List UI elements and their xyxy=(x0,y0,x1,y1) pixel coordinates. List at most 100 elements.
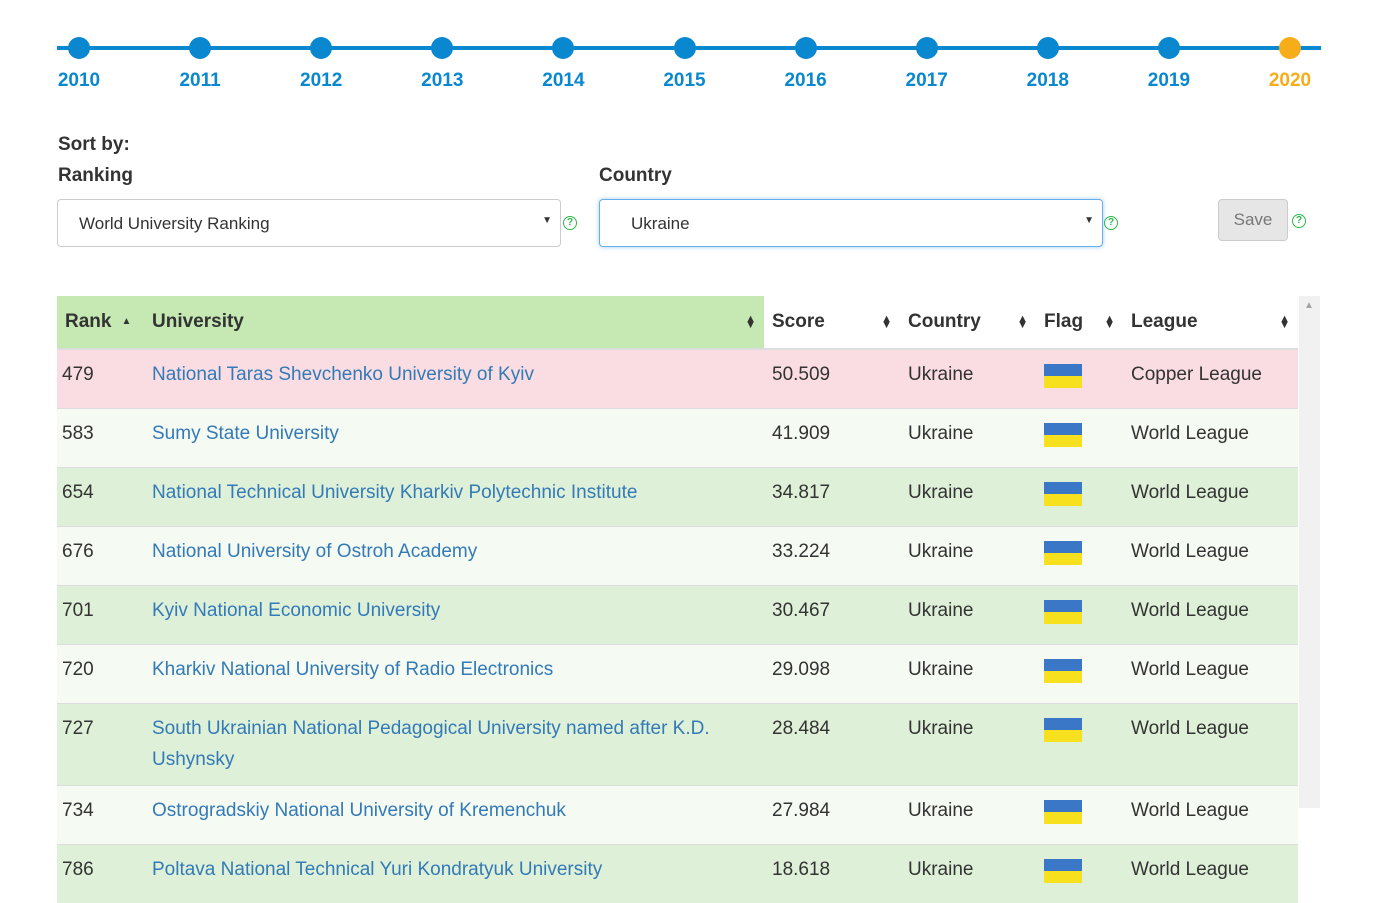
flag-cell xyxy=(1036,349,1123,409)
timeline-year-label: 2019 xyxy=(1139,70,1199,92)
timeline-dot xyxy=(916,37,938,59)
timeline-year-2016[interactable]: 2016 xyxy=(776,34,836,92)
timeline-dot xyxy=(189,37,211,59)
university-link[interactable]: Kyiv National Economic University xyxy=(152,600,440,621)
university-link[interactable]: National Technical University Kharkiv Po… xyxy=(152,482,637,503)
ranking-table-container: Rank ▲ University ▲▼ Score▲▼ Country▲▼ Fla… xyxy=(57,296,1298,903)
university-cell: National University of Ostroh Academy xyxy=(144,527,764,586)
country-cell: Ukraine xyxy=(900,527,1036,586)
flag-cell xyxy=(1036,527,1123,586)
table-row: 786 Poltava National Technical Yuri Kondr… xyxy=(57,845,1298,903)
country-label: Country xyxy=(599,165,672,187)
timeline-year-label: 2012 xyxy=(291,70,351,92)
university-link[interactable]: South Ukrainian National Pedagogical Uni… xyxy=(152,718,710,770)
timeline-year-label: 2014 xyxy=(533,70,593,92)
rank-cell: 786 xyxy=(57,845,144,903)
country-cell: Ukraine xyxy=(900,586,1036,645)
university-link[interactable]: Sumy State University xyxy=(152,423,339,444)
save-help-icon[interactable]: ? xyxy=(1292,214,1306,228)
flag-cell xyxy=(1036,786,1123,845)
timeline-year-2020[interactable]: 2020 xyxy=(1260,34,1320,92)
ranking-select-value: World University Ranking xyxy=(79,214,270,234)
timeline-year-2017[interactable]: 2017 xyxy=(897,34,957,92)
timeline-year-label: 2018 xyxy=(1018,70,1078,92)
column-header-rank-label: Rank xyxy=(65,311,111,332)
ranking-help-icon[interactable]: ? xyxy=(563,216,577,230)
country-cell: Ukraine xyxy=(900,845,1036,903)
timeline-dot xyxy=(795,37,817,59)
column-header-university[interactable]: University ▲▼ xyxy=(144,296,764,349)
timeline-year-2010[interactable]: 2010 xyxy=(49,34,109,92)
chevron-down-icon: ▼ xyxy=(542,215,552,226)
rank-cell: 720 xyxy=(57,645,144,704)
column-header-rank[interactable]: Rank ▲ xyxy=(57,296,144,349)
university-link[interactable]: Kharkiv National University of Radio Ele… xyxy=(152,659,553,680)
university-link[interactable]: National University of Ostroh Academy xyxy=(152,541,477,562)
country-cell: Ukraine xyxy=(900,704,1036,786)
timeline-year-2012[interactable]: 2012 xyxy=(291,34,351,92)
column-header-flag-label: Flag xyxy=(1044,311,1083,332)
ukraine-flag-icon xyxy=(1044,718,1082,742)
score-cell: 34.817 xyxy=(764,468,900,527)
timeline-year-2013[interactable]: 2013 xyxy=(412,34,472,92)
timeline-dot xyxy=(1037,37,1059,59)
rank-cell: 676 xyxy=(57,527,144,586)
ranking-select[interactable]: World University Ranking ▼ xyxy=(57,199,561,247)
university-cell: National Taras Shevchenko University of … xyxy=(144,349,764,409)
sort-icon: ▲▼ xyxy=(745,316,756,328)
ukraine-flag-icon xyxy=(1044,859,1082,883)
flag-cell xyxy=(1036,468,1123,527)
table-header-row: Rank ▲ University ▲▼ Score▲▼ Country▲▼ Fla… xyxy=(57,296,1298,349)
column-header-league[interactable]: League▲▼ xyxy=(1123,296,1298,349)
table-row: 720 Kharkiv National University of Radio … xyxy=(57,645,1298,704)
timeline-year-2019[interactable]: 2019 xyxy=(1139,34,1199,92)
save-button[interactable]: Save xyxy=(1218,199,1288,241)
scroll-up-arrow-icon[interactable]: ▲ xyxy=(1304,300,1314,311)
column-header-flag[interactable]: Flag▲▼ xyxy=(1036,296,1123,349)
flag-cell xyxy=(1036,645,1123,704)
column-header-university-label: University xyxy=(152,311,244,332)
timeline-year-label: 2010 xyxy=(49,70,109,92)
league-cell: World League xyxy=(1123,527,1298,586)
flag-cell xyxy=(1036,586,1123,645)
column-header-score[interactable]: Score▲▼ xyxy=(764,296,900,349)
league-cell: World League xyxy=(1123,845,1298,903)
vertical-scrollbar[interactable]: ▲ xyxy=(1299,296,1320,808)
rank-cell: 701 xyxy=(57,586,144,645)
ukraine-flag-icon xyxy=(1044,541,1082,565)
university-cell: Poltava National Technical Yuri Kondraty… xyxy=(144,845,764,903)
sort-ascending-icon: ▲ xyxy=(121,316,131,327)
ranking-label: Ranking xyxy=(58,165,133,187)
sort-icon: ▲▼ xyxy=(881,316,892,328)
university-cell: Sumy State University xyxy=(144,409,764,468)
league-cell: World League xyxy=(1123,586,1298,645)
country-cell: Ukraine xyxy=(900,468,1036,527)
university-link[interactable]: Poltava National Technical Yuri Kondraty… xyxy=(152,859,602,880)
timeline-year-2011[interactable]: 2011 xyxy=(170,34,230,92)
timeline-year-2014[interactable]: 2014 xyxy=(533,34,593,92)
league-cell: Copper League xyxy=(1123,349,1298,409)
timeline-dot xyxy=(68,37,90,59)
score-cell: 28.484 xyxy=(764,704,900,786)
country-select[interactable]: Ukraine ▼ xyxy=(599,199,1103,247)
country-help-icon[interactable]: ? xyxy=(1104,216,1118,230)
score-cell: 33.224 xyxy=(764,527,900,586)
rank-cell: 479 xyxy=(57,349,144,409)
university-link[interactable]: Ostrogradskiy National University of Kre… xyxy=(152,800,566,821)
timeline-year-2018[interactable]: 2018 xyxy=(1018,34,1078,92)
ukraine-flag-icon xyxy=(1044,600,1082,624)
country-cell: Ukraine xyxy=(900,645,1036,704)
timeline-year-2015[interactable]: 2015 xyxy=(655,34,715,92)
country-cell: Ukraine xyxy=(900,409,1036,468)
column-header-country[interactable]: Country▲▼ xyxy=(900,296,1036,349)
flag-cell xyxy=(1036,409,1123,468)
ukraine-flag-icon xyxy=(1044,659,1082,683)
university-link[interactable]: National Taras Shevchenko University of … xyxy=(152,364,534,385)
university-cell: Kyiv National Economic University xyxy=(144,586,764,645)
rank-cell: 654 xyxy=(57,468,144,527)
timeline-dot xyxy=(431,37,453,59)
timeline-year-label: 2020 xyxy=(1260,70,1320,92)
